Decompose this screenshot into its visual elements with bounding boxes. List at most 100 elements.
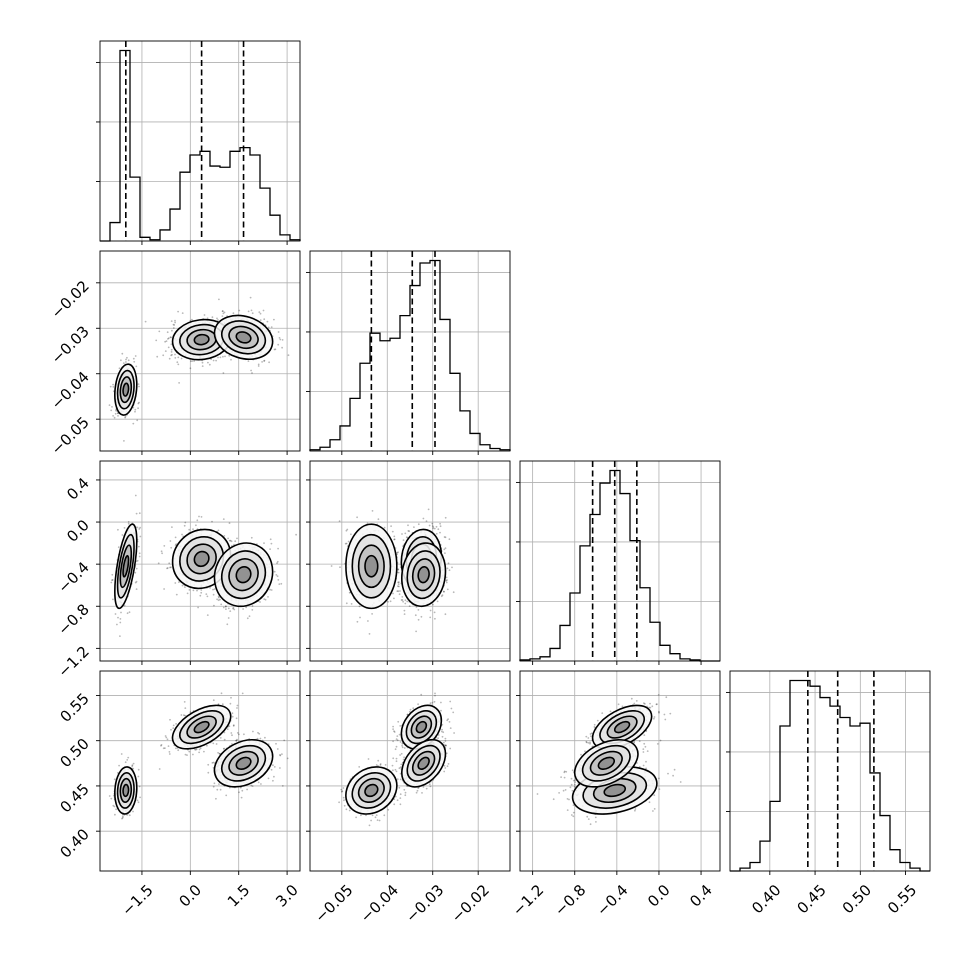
sample-point bbox=[371, 613, 373, 615]
sample-point bbox=[220, 603, 223, 606]
sample-point bbox=[212, 593, 215, 596]
sample-point bbox=[125, 358, 127, 361]
sample-point bbox=[445, 576, 448, 579]
sample-point bbox=[217, 529, 220, 532]
contour-line bbox=[235, 331, 252, 344]
sample-point bbox=[444, 552, 446, 554]
sample-point bbox=[111, 406, 113, 408]
sample-point bbox=[436, 600, 439, 603]
sample-point bbox=[274, 348, 277, 351]
sample-point bbox=[174, 357, 177, 359]
sample-point bbox=[132, 422, 135, 425]
sample-point bbox=[189, 711, 192, 714]
sample-point bbox=[238, 791, 240, 794]
sample-point bbox=[245, 606, 248, 609]
sample-point bbox=[160, 744, 162, 747]
sample-point bbox=[398, 581, 400, 584]
sample-point bbox=[191, 318, 193, 321]
sample-point bbox=[247, 310, 250, 313]
sample-point bbox=[347, 540, 350, 543]
sample-point bbox=[279, 338, 282, 341]
sample-point bbox=[431, 522, 434, 525]
sample-point bbox=[404, 602, 407, 605]
sample-point bbox=[277, 331, 280, 333]
sample-point bbox=[417, 618, 420, 621]
sample-point bbox=[111, 579, 114, 581]
sample-point bbox=[270, 326, 273, 328]
sample-point bbox=[215, 359, 218, 362]
sample-point bbox=[269, 538, 272, 541]
sample-point bbox=[406, 600, 409, 603]
sample-point bbox=[247, 360, 250, 362]
sample-point bbox=[184, 753, 187, 756]
contour-line bbox=[193, 550, 210, 568]
sample-point bbox=[250, 369, 253, 372]
sample-point bbox=[451, 566, 453, 569]
sample-point bbox=[397, 581, 399, 584]
sample-point bbox=[175, 593, 178, 596]
sample-point bbox=[126, 612, 129, 615]
sample-point bbox=[232, 312, 235, 315]
sample-point bbox=[167, 337, 170, 340]
sample-point bbox=[452, 591, 455, 594]
sample-point bbox=[138, 552, 141, 555]
sample-point bbox=[200, 591, 203, 594]
sample-point bbox=[251, 312, 254, 315]
sample-point bbox=[345, 602, 348, 605]
sample-point bbox=[212, 588, 214, 591]
sample-point bbox=[447, 562, 450, 565]
sample-point bbox=[225, 794, 228, 797]
sample-point bbox=[248, 615, 251, 618]
sample-point bbox=[170, 728, 172, 731]
sample-point bbox=[408, 530, 411, 533]
sample-point bbox=[171, 329, 173, 332]
sample-point bbox=[171, 526, 173, 528]
sample-point bbox=[435, 532, 438, 535]
sample-point bbox=[201, 361, 204, 364]
sample-point bbox=[398, 593, 401, 596]
sample-point bbox=[350, 603, 353, 605]
y-tick-label: −1.2 bbox=[54, 642, 92, 680]
sample-point bbox=[137, 402, 140, 405]
sample-point bbox=[223, 731, 226, 734]
sample-point bbox=[136, 419, 139, 422]
sample-point bbox=[117, 616, 119, 619]
histogram-step-line bbox=[519, 469, 720, 662]
sample-point bbox=[113, 805, 116, 808]
sample-point bbox=[258, 311, 261, 313]
histogram-step-line bbox=[309, 259, 511, 451]
sample-point bbox=[229, 610, 232, 612]
sample-point bbox=[212, 699, 215, 702]
sample-point bbox=[443, 548, 446, 551]
sample-point bbox=[190, 360, 192, 363]
sample-point bbox=[246, 617, 249, 620]
contour-line bbox=[406, 550, 441, 600]
sample-point bbox=[113, 778, 116, 781]
sample-point bbox=[226, 623, 229, 626]
density-contours bbox=[114, 314, 274, 416]
density-fill bbox=[123, 555, 129, 577]
sample-point bbox=[174, 544, 177, 547]
sample-point bbox=[203, 314, 206, 316]
contour-line bbox=[228, 325, 259, 350]
sample-point bbox=[183, 524, 186, 527]
sample-point bbox=[171, 353, 173, 356]
sample-point bbox=[383, 526, 386, 529]
sample-point bbox=[169, 566, 171, 569]
sample-point bbox=[209, 587, 212, 589]
sample-point bbox=[435, 525, 438, 528]
sample-point bbox=[268, 361, 270, 364]
sample-point bbox=[413, 526, 415, 528]
sample-point bbox=[138, 385, 140, 388]
sample-point bbox=[162, 354, 165, 357]
sample-point bbox=[280, 582, 283, 585]
sample-point bbox=[176, 361, 179, 364]
sample-point bbox=[133, 360, 136, 363]
sample-point bbox=[273, 348, 276, 351]
sample-point bbox=[330, 565, 333, 567]
sample-point bbox=[137, 407, 140, 410]
sample-point bbox=[170, 351, 173, 353]
sample-point bbox=[273, 318, 275, 321]
sample-point bbox=[257, 731, 259, 734]
